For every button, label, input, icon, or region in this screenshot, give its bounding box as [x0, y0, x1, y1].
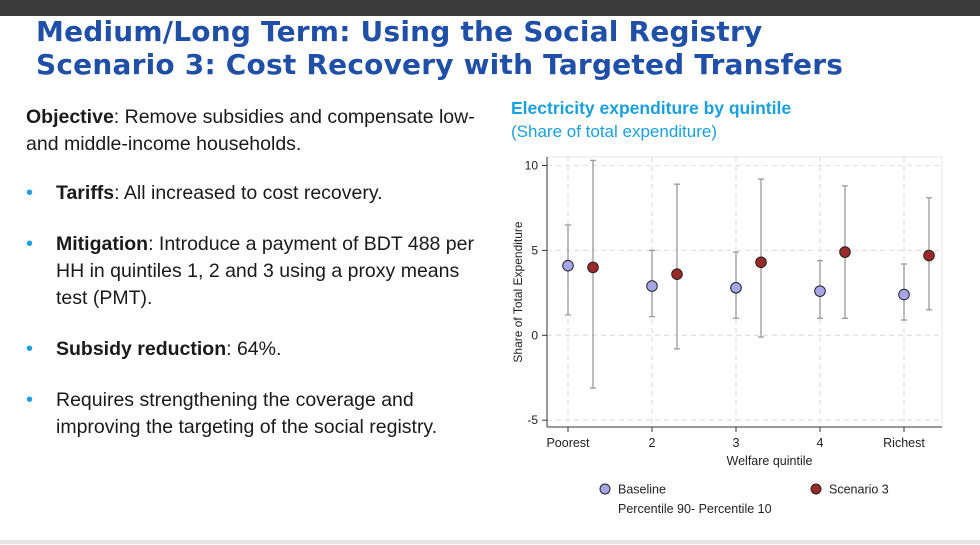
data-point	[730, 281, 742, 294]
y-tick-label: 10	[525, 158, 539, 172]
data-point	[562, 259, 574, 272]
bullet-item: • Requires strengthening the coverage and…	[26, 387, 496, 441]
objective-paragraph: Objective: Remove subsidies and compensa…	[26, 104, 496, 158]
bullet-text: : Introduce a payment of BDT 488 per HH …	[56, 233, 474, 309]
y-axis-label: Share of Total Expenditure	[511, 221, 525, 363]
x-tick-label: Poorest	[546, 436, 590, 450]
x-axis-label: Welfare quintile	[727, 454, 813, 468]
legend-marker	[810, 483, 822, 495]
slide-title-line2: Scenario 3: Cost Recovery with Targeted …	[36, 48, 844, 81]
data-point	[923, 249, 935, 262]
objective-text: : Remove subsidies and compensate low- a…	[26, 106, 475, 155]
data-point	[814, 285, 826, 297]
legend-label: Baseline	[618, 483, 666, 497]
data-point	[646, 280, 658, 292]
legend-label: Scenario 3	[829, 483, 889, 497]
bullet-item: • Mitigation: Introduce a payment of BDT …	[26, 231, 496, 312]
data-point	[898, 288, 910, 301]
bullet-text: : 64%.	[226, 338, 282, 360]
plot-area	[546, 156, 943, 428]
x-tick-label: 3	[733, 436, 740, 450]
bullet-marker: •	[26, 389, 34, 411]
y-tick-label: 5	[531, 243, 538, 257]
data-point	[755, 256, 767, 269]
chart-subtitle: (Share of total expenditure)	[511, 122, 718, 141]
bullet-text: Requires strengthening the coverage and …	[56, 389, 438, 438]
bullet-list: • Tariffs: All increased to cost recovery…	[26, 180, 496, 441]
bullet-bold: Mitigation	[56, 233, 149, 255]
top-bar	[0, 0, 980, 16]
objective-label: Objective	[26, 106, 114, 128]
bullet-marker: •	[26, 233, 34, 255]
data-point	[587, 261, 599, 274]
chart-svg: -5 0 5 10 Poorest 2 3 4 Richest Welfare quintile S…	[511, 156, 943, 516]
y-tick-label: 0	[531, 328, 538, 342]
chart-title: Electricity expenditure by quintile	[511, 98, 792, 118]
legend-marker	[599, 483, 611, 495]
bullet-bold: Tariffs	[56, 182, 115, 204]
bullet-marker: •	[26, 338, 34, 360]
bullet-text: : All increased to cost recovery.	[114, 182, 383, 204]
slide-title: Medium/Long Term: Using the Social Regis…	[36, 15, 843, 81]
data-point	[839, 246, 851, 258]
slide-body: Objective: Remove subsidies and compensa…	[26, 104, 496, 465]
bullet-marker: •	[26, 182, 34, 204]
bottom-divider	[0, 540, 980, 544]
legend-note: Percentile 90- Percentile 10	[618, 502, 772, 516]
x-tick-label: 4	[817, 436, 824, 450]
bullet-item: • Tariffs: All increased to cost recovery…	[26, 180, 496, 207]
bullet-item: • Subsidy reduction: 64%.	[26, 336, 496, 363]
chart: -5 0 5 10 Poorest 2 3 4 Richest Welfare quintile S…	[505, 145, 948, 540]
slide-title-line1: Medium/Long Term: Using the Social Regis…	[36, 15, 763, 48]
y-tick-label: -5	[527, 413, 538, 427]
bullet-bold: Subsidy reduction	[56, 338, 227, 360]
x-tick-label: Richest	[883, 436, 925, 450]
data-point	[671, 268, 683, 280]
x-tick-label: 2	[649, 436, 656, 450]
